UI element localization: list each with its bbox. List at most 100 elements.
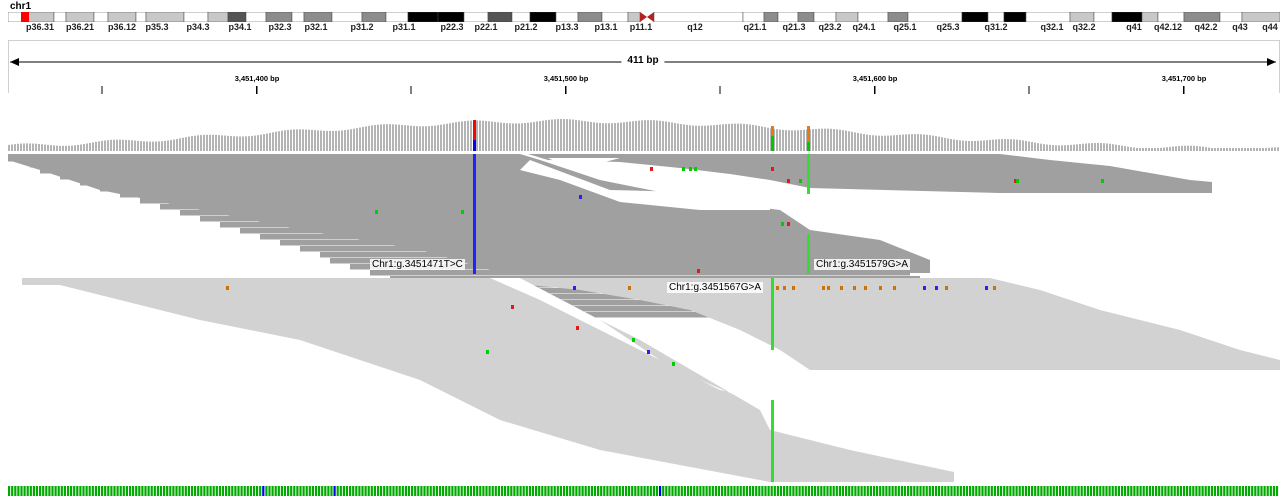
- coverage-bar: [182, 137, 184, 151]
- reference-base: [460, 486, 463, 496]
- coverage-bar: [764, 127, 766, 151]
- reference-base: [1077, 486, 1080, 496]
- reference-base: [1062, 486, 1065, 496]
- chromosome-ideogram-panel[interactable]: chr1 p36.31 p36.21 p36.12 p35.3 p34.3 p34.1 p3…: [0, 0, 1280, 36]
- mismatch-base: [1016, 179, 1019, 183]
- coverage-bar: [1160, 147, 1162, 151]
- coverage-bar: [188, 136, 190, 151]
- variant-label[interactable]: Chr1:g.3451579G>A: [814, 259, 911, 270]
- reference-base: [243, 486, 246, 496]
- coverage-bar: [440, 124, 442, 151]
- coverage-bar: [200, 135, 202, 151]
- cytoband-label: p34.1: [228, 22, 252, 32]
- coverage-bar: [674, 123, 676, 151]
- coverage-bar: [152, 141, 154, 151]
- coverage-bar: [482, 120, 484, 151]
- coverage-bar: [1091, 143, 1093, 151]
- reference-base: [1108, 486, 1111, 496]
- coverage-bar: [803, 129, 805, 151]
- position-ruler[interactable]: 411 bp 3,451,400 bp 3,451,500 bp 3,451,6…: [0, 40, 1280, 94]
- reference-base: [42, 486, 45, 496]
- cytoband-label: q24.1: [852, 22, 876, 32]
- reference-base: [324, 486, 327, 496]
- coverage-bar: [260, 134, 262, 151]
- coverage-bar: [848, 131, 850, 151]
- cytoband: [463, 12, 489, 22]
- coverage-bar: [1052, 145, 1054, 151]
- reference-base: [14, 486, 17, 496]
- reference-base: [172, 486, 175, 496]
- reference-base: [525, 486, 528, 496]
- reference-base: [1161, 486, 1164, 496]
- reference-base: [981, 486, 984, 496]
- coverage-bar: [710, 125, 712, 151]
- coverage-bar: [899, 134, 901, 151]
- mismatch-base: [853, 286, 856, 290]
- alignment-track[interactable]: [0, 150, 1280, 484]
- chromosome-ideogram[interactable]: [8, 12, 1280, 22]
- reference-base: [60, 486, 63, 496]
- coverage-bar: [665, 121, 667, 151]
- coverage-bar: [530, 122, 532, 151]
- reference-base: [1170, 486, 1173, 496]
- coverage-bar: [959, 140, 961, 151]
- reference-sequence-track[interactable]: [0, 486, 1280, 496]
- cytoband: [627, 12, 641, 22]
- coverage-bar: [818, 128, 820, 151]
- coverage-track[interactable]: [0, 112, 1280, 152]
- reference-base: [184, 486, 187, 496]
- coverage-bar: [458, 121, 460, 151]
- reference-base: [190, 486, 194, 496]
- reference-base: [45, 486, 48, 496]
- reference-base: [51, 486, 54, 496]
- reference-base: [817, 486, 820, 496]
- coverage-bar: [713, 125, 715, 151]
- reference-base: [885, 486, 888, 496]
- coverage-bar: [560, 119, 562, 151]
- reference-base: [1210, 486, 1213, 496]
- reference-base: [1176, 486, 1179, 496]
- mismatch-base: [647, 350, 650, 354]
- reference-base: [327, 486, 330, 496]
- read-pileup: [520, 278, 1280, 370]
- coverage-bar: [1103, 143, 1105, 151]
- mismatch-base: [923, 286, 926, 290]
- coverage-bar: [23, 143, 25, 151]
- reference-base: [578, 486, 581, 496]
- reference-base: [476, 486, 479, 496]
- reference-base: [748, 486, 752, 496]
- coverage-bar: [575, 119, 577, 151]
- coverage-bar: [515, 123, 517, 151]
- coverage-bar: [815, 128, 817, 151]
- reference-base: [1272, 486, 1275, 496]
- coverage-bar: [1049, 144, 1051, 151]
- reference-base: [857, 486, 860, 496]
- reference-base: [175, 486, 178, 496]
- coverage-bar: [389, 124, 391, 151]
- reference-base: [290, 486, 293, 496]
- reference-base: [469, 486, 473, 496]
- variant-label[interactable]: Chr1:g.3451567G>A: [667, 282, 764, 293]
- coverage-bar: [1088, 143, 1090, 151]
- cytoband: [407, 12, 439, 22]
- reference-base: [138, 486, 141, 496]
- reference-base: [581, 486, 584, 496]
- reference-base: [308, 486, 311, 496]
- reference-base: [1006, 486, 1009, 496]
- cytoband-label: q32.1: [1040, 22, 1064, 32]
- coverage-bar: [542, 120, 544, 151]
- cytoband: [487, 12, 513, 22]
- coverage-bar: [578, 120, 580, 151]
- variant-label[interactable]: Chr1:g.3451471T>C: [370, 259, 465, 270]
- coverage-bar: [1238, 148, 1240, 151]
- reference-base: [200, 486, 203, 496]
- coverage-bar: [59, 145, 61, 151]
- coverage-bar: [413, 125, 415, 151]
- coverage-bar: [215, 134, 217, 151]
- reference-base: [1105, 486, 1108, 496]
- reference-base: [1018, 486, 1021, 496]
- reference-base: [144, 486, 147, 496]
- reference-base: [547, 486, 550, 496]
- coverage-bar: [98, 141, 100, 151]
- coverage-bar: [356, 128, 358, 151]
